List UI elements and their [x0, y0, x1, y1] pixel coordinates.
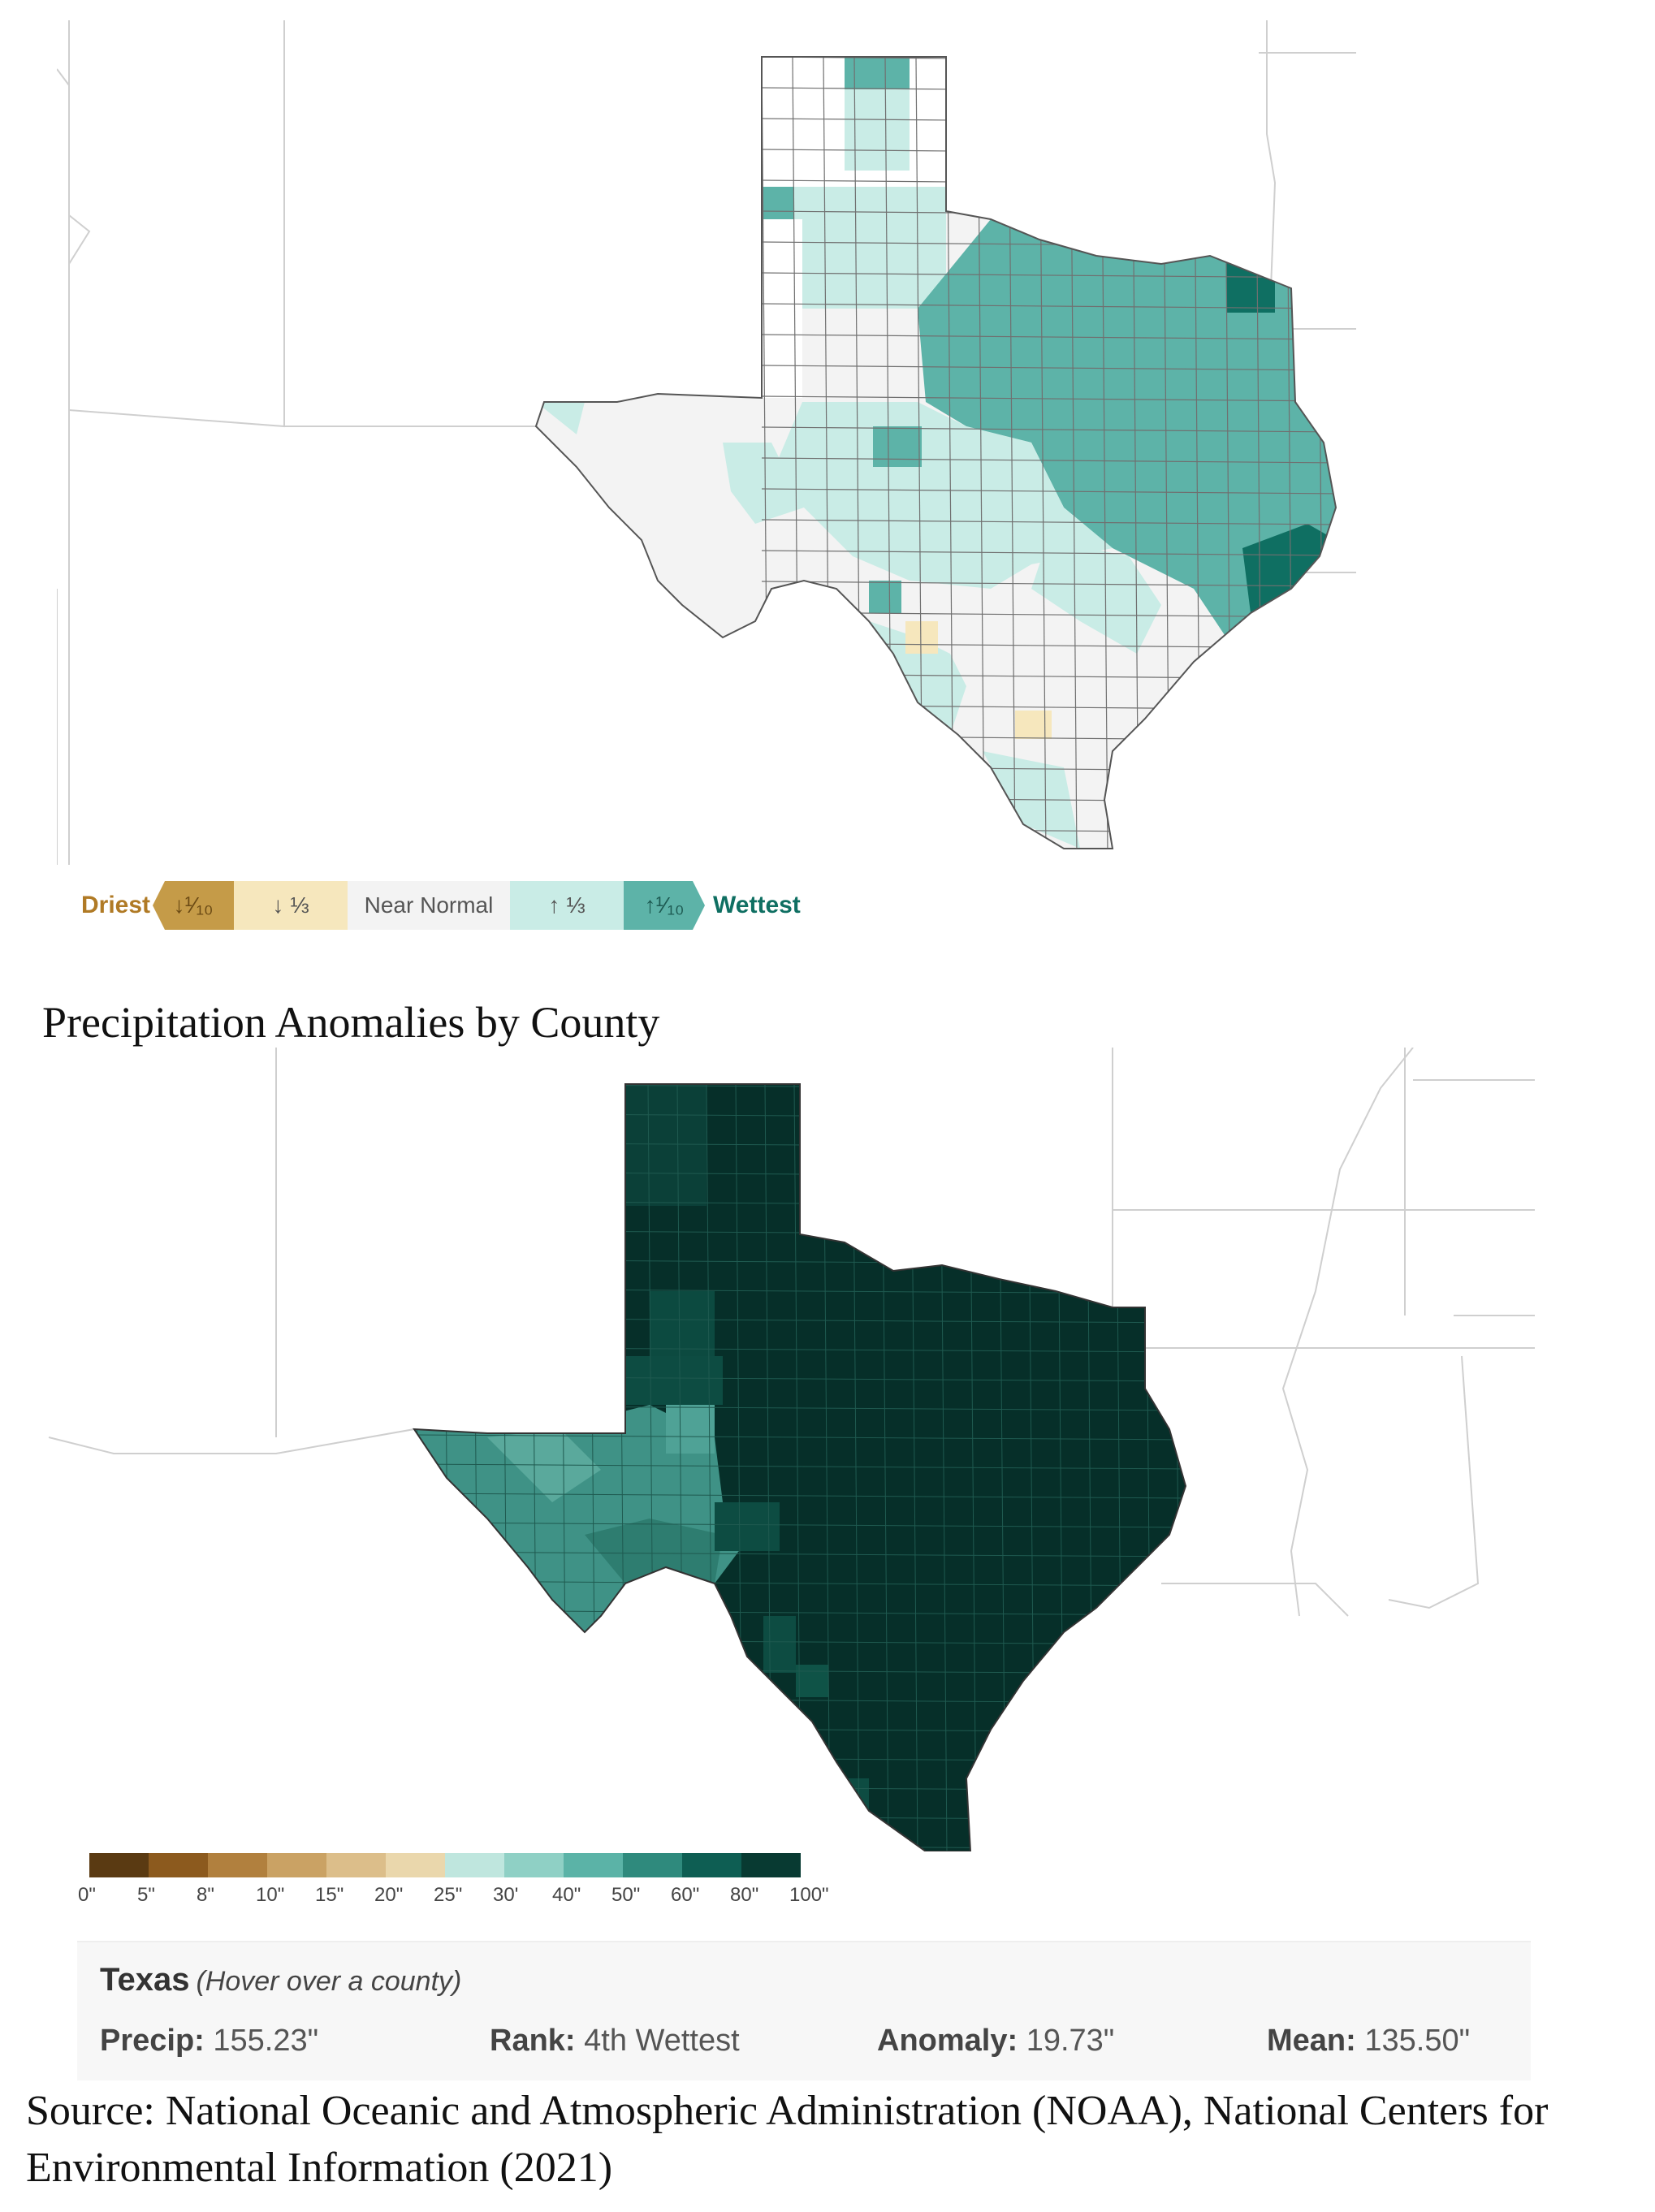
state-borders: [48, 1048, 1535, 1617]
scale-swatch: [89, 1853, 149, 1877]
state-borders: [57, 20, 1356, 865]
anomaly-label: Anomaly:: [877, 2024, 1018, 2058]
precip-scale-ticks: 0" 5" 8" 10" 15" 20" 25" 30' 40" 50" 60" 80" 100": [78, 1884, 841, 1916]
anomaly-map: [57, 20, 1356, 865]
scale-swatch: [386, 1853, 445, 1877]
scale-swatch: [682, 1853, 741, 1877]
precip-map-panel: [32, 1048, 1535, 1933]
mean-stat: Mean: 135.50": [1267, 2024, 1470, 2059]
scale-swatch: [326, 1853, 386, 1877]
precip-label: Precip:: [100, 2024, 205, 2058]
mean-label: Mean:: [1267, 2024, 1356, 2058]
scale-swatch: [149, 1853, 208, 1877]
legend-cell-dry-third: ↓ ⅓: [234, 881, 348, 930]
anomaly-value: 19.73": [1026, 2024, 1115, 2058]
anomaly-map-panel: Driest ↓¹⁄₁₀ ↓ ⅓ Near Normal ↑ ⅓ ↑¹⁄₁₀ W…: [57, 20, 1356, 938]
texas-counties: [414, 1084, 1186, 1851]
info-title: Texas (Hover over a county): [100, 1962, 461, 1998]
mean-value: 135.50": [1364, 2024, 1471, 2058]
state-info-box: Texas (Hover over a county) Precip: 155.2…: [77, 1941, 1531, 2080]
scale-swatch: [208, 1853, 267, 1877]
legend-driest-label: Driest: [81, 892, 151, 918]
anomaly-legend: Driest ↓¹⁄₁₀ ↓ ⅓ Near Normal ↑ ⅓ ↑¹⁄₁₀ W…: [81, 881, 934, 930]
anomaly-stat: Anomaly: 19.73": [877, 2024, 1114, 2059]
legend-cell-driest-tenth: ↓¹⁄₁₀: [153, 881, 234, 930]
scale-tick-label: 0": [78, 1884, 96, 1906]
scale-swatch: [564, 1853, 623, 1877]
scale-tick-label: 80": [730, 1884, 759, 1906]
scale-swatch: [623, 1853, 682, 1877]
precip-map: [48, 1048, 1535, 1851]
precip-stat: Precip: 155.23": [100, 2024, 318, 2059]
state-name: Texas: [100, 1962, 190, 1998]
hover-hint: (Hover over a county): [196, 1966, 462, 1997]
scale-swatch: [504, 1853, 564, 1877]
scale-tick-label: 8": [197, 1884, 214, 1906]
legend-cell-near-normal: Near Normal: [348, 881, 510, 930]
legend-wettest-label: Wettest: [713, 892, 801, 918]
scale-tick-label: 5": [137, 1884, 155, 1906]
scale-tick-label: 10": [256, 1884, 285, 1906]
legend-cell-wet-third: ↑ ⅓: [510, 881, 624, 930]
scale-swatch: [445, 1853, 504, 1877]
scale-tick-label: 60": [671, 1884, 700, 1906]
figure-caption: Precipitation Anomalies by County: [42, 998, 660, 1047]
rank-label: Rank:: [490, 2024, 576, 2058]
scale-tick-label: 30': [493, 1884, 519, 1906]
scale-swatch: [741, 1853, 801, 1877]
rank-value: 4th Wettest: [584, 2024, 740, 2058]
rank-stat: Rank: 4th Wettest: [490, 2024, 740, 2059]
texas-counties: [536, 57, 1336, 849]
legend-cell-wettest-tenth: ↑¹⁄₁₀: [624, 881, 705, 930]
scale-tick-label: 15": [315, 1884, 344, 1906]
scale-swatch: [267, 1853, 326, 1877]
scale-tick-label: 20": [374, 1884, 404, 1906]
scale-tick-label: 50": [611, 1884, 641, 1906]
precip-scale-bar: [89, 1853, 801, 1877]
scale-tick-label: 25": [434, 1884, 463, 1906]
source-citation: Source: National Oceanic and Atmospheric…: [26, 2088, 1549, 2191]
precip-value: 155.23": [213, 2024, 319, 2058]
scale-tick-label: 40": [552, 1884, 581, 1906]
scale-tick-label: 100": [789, 1884, 829, 1906]
